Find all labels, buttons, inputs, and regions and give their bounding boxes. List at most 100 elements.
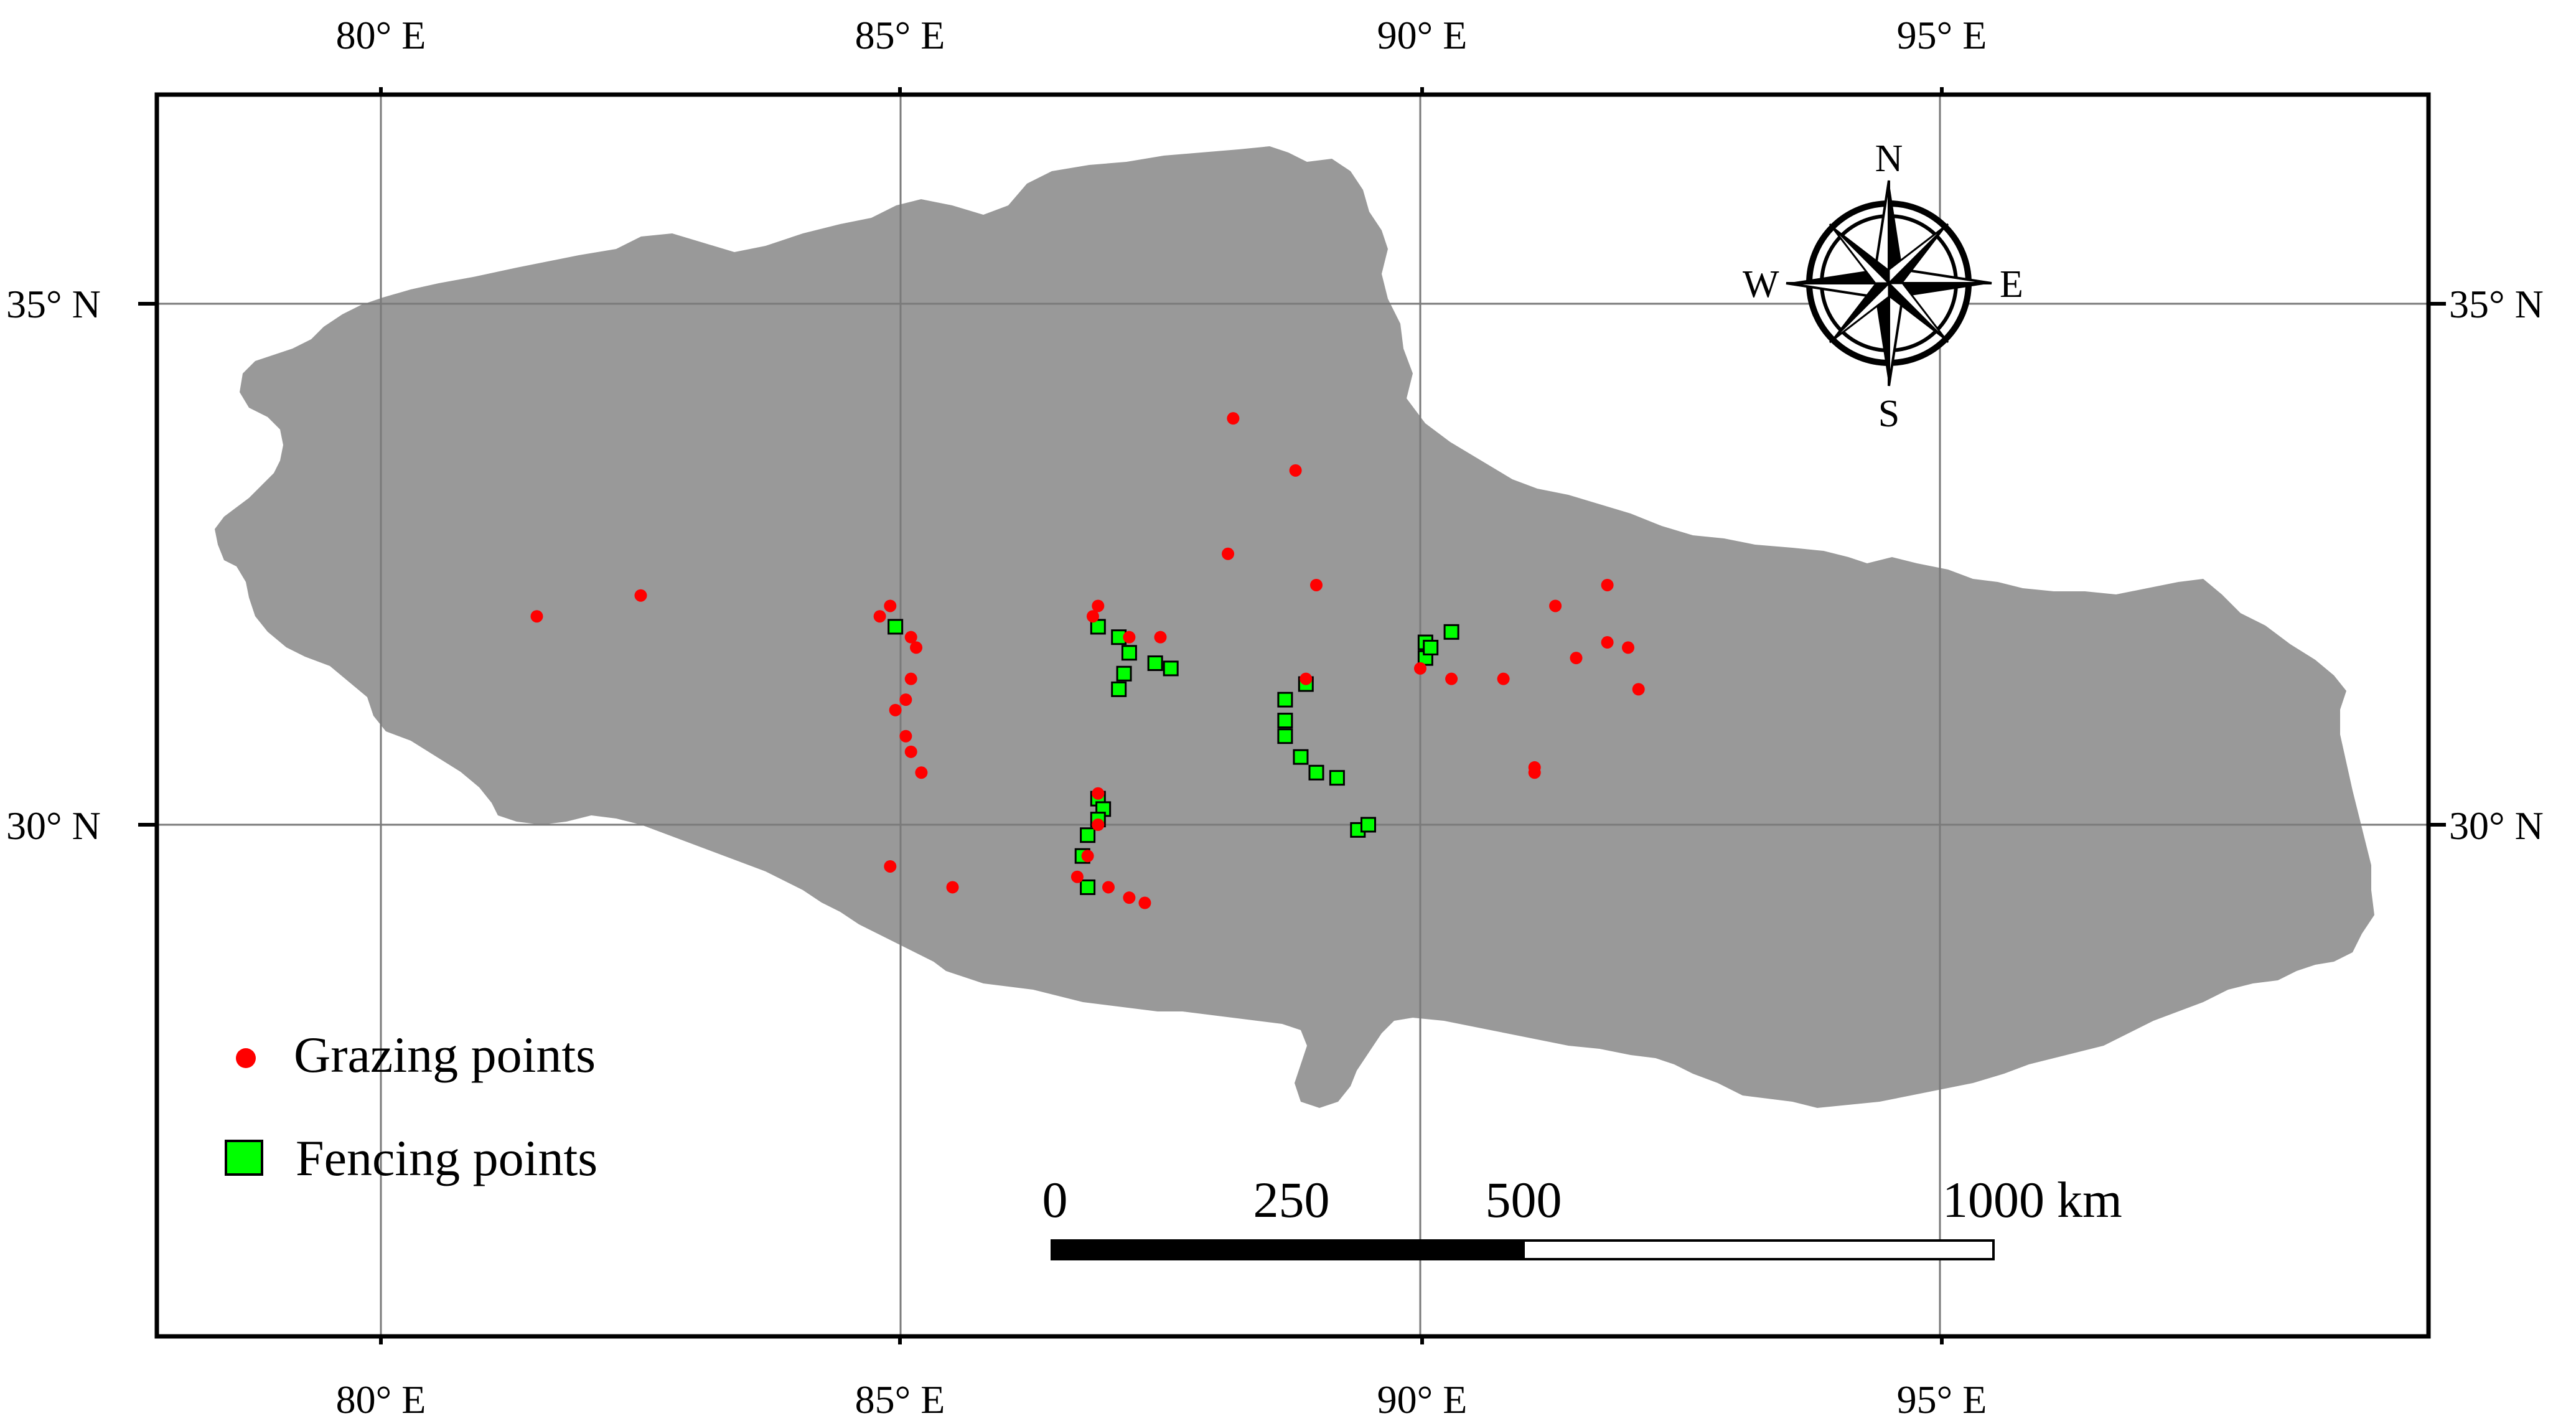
graticule <box>157 95 2428 1336</box>
right-lat-labels: 35° N 30° N <box>2449 282 2544 848</box>
left-lat-label: 35° N <box>6 282 101 326</box>
compass-s-label: S <box>1878 393 1899 435</box>
legend-grazing-label: Grazing points <box>294 1026 596 1083</box>
legend-fencing-label: Fencing points <box>296 1130 597 1186</box>
grazing-point <box>1300 672 1313 685</box>
grazing-point <box>889 703 902 716</box>
scale-unit-label: km <box>2057 1171 2122 1228</box>
grazing-point <box>899 729 912 743</box>
legend-grazing-marker <box>236 1048 256 1068</box>
grazing-point <box>1222 547 1235 560</box>
scale-bar-segment-1 <box>1051 1239 1525 1260</box>
compass-rose: N S E W <box>1743 138 2023 435</box>
fencing-point <box>1293 749 1309 765</box>
grazing-point <box>1570 652 1583 665</box>
grazing-point <box>1070 870 1084 883</box>
grazing-point <box>1497 672 1510 685</box>
compass-e-label: E <box>2000 263 2023 306</box>
fencing-point <box>1116 665 1132 682</box>
left-lat-label: 30° N <box>6 804 101 848</box>
grazing-point <box>873 610 886 623</box>
scale-tick-label: 250 <box>1253 1171 1330 1228</box>
grazing-point <box>1632 683 1645 696</box>
fencing-point <box>1111 681 1127 697</box>
fencing-point <box>1090 619 1106 635</box>
bottom-lon-label: 85° E <box>855 1377 945 1422</box>
fencing-point <box>1361 817 1376 833</box>
grazing-point <box>1092 787 1105 800</box>
top-lon-label: 85° E <box>855 13 945 57</box>
scale-bar-segment-2 <box>1522 1239 1995 1260</box>
grazing-point <box>1622 641 1634 654</box>
grazing-points <box>530 412 1645 909</box>
compass-star <box>1786 180 1992 387</box>
fencing-point <box>1080 879 1096 895</box>
map-border <box>154 92 2431 1339</box>
right-lat-label: 30° N <box>2449 804 2544 848</box>
fencing-point <box>888 619 904 635</box>
scale-tick-label: 0 <box>1042 1171 1068 1228</box>
fencing-point <box>1163 660 1179 677</box>
fencing-point <box>1277 692 1293 708</box>
fencing-point <box>1308 764 1324 781</box>
grazing-point <box>530 610 543 623</box>
bottom-lon-label: 90° E <box>1377 1377 1468 1422</box>
grazing-point <box>946 881 959 894</box>
legend-fencing-marker <box>225 1140 263 1176</box>
land-region <box>215 146 2374 1108</box>
top-lon-label: 90° E <box>1377 13 1468 57</box>
grazing-point <box>1528 761 1541 774</box>
top-lon-label: 95° E <box>1897 13 1987 57</box>
grazing-point <box>1081 850 1094 863</box>
grazing-point <box>904 745 917 758</box>
grazing-point <box>1138 896 1151 909</box>
grazing-point <box>915 766 928 779</box>
grazing-point <box>1414 662 1426 675</box>
grazing-point <box>1549 599 1562 612</box>
grazing-point <box>634 589 647 602</box>
fencing-points <box>888 619 1459 895</box>
grazing-point <box>1154 631 1167 644</box>
fencing-point <box>1423 639 1439 655</box>
left-lat-labels: 35° N 30° N <box>6 282 101 848</box>
grazing-point <box>884 599 897 612</box>
right-lat-label: 35° N <box>2449 282 2544 326</box>
grazing-point <box>1289 464 1302 477</box>
grazing-point <box>904 631 917 644</box>
grazing-point <box>1092 599 1105 612</box>
fencing-point <box>1121 645 1137 661</box>
grazing-point <box>1092 819 1105 831</box>
compass-n-label: N <box>1875 138 1903 180</box>
compass-w-label: W <box>1743 263 1779 306</box>
grazing-point <box>1227 412 1240 425</box>
grazing-point <box>1310 578 1323 591</box>
fencing-point <box>1329 770 1345 786</box>
fencing-point <box>1147 655 1163 672</box>
fencing-point <box>1277 713 1293 729</box>
grazing-point <box>1102 881 1115 894</box>
scale-tick-label: 1000 <box>1942 1171 2044 1228</box>
scale-tick-label: 500 <box>1486 1171 1562 1228</box>
grazing-point <box>1123 631 1136 644</box>
grazing-point <box>1086 610 1099 623</box>
bottom-lon-label: 80° E <box>336 1377 426 1422</box>
top-lon-label: 80° E <box>336 13 426 57</box>
grazing-point <box>899 693 912 706</box>
fencing-point <box>1443 624 1459 640</box>
grazing-point <box>1601 578 1614 591</box>
grazing-point <box>884 860 897 873</box>
fencing-point <box>1080 827 1096 843</box>
grazing-point <box>904 672 917 685</box>
legend: Grazing points Fencing points <box>225 1026 597 1186</box>
fencing-point <box>1277 728 1293 744</box>
scale-bar: 0 250 500 1000 km <box>1042 1171 2122 1260</box>
top-lon-labels: 80° E 85° E 90° E 95° E <box>336 13 1987 57</box>
grazing-point <box>1445 672 1458 685</box>
grazing-point <box>910 641 923 654</box>
bottom-lon-labels: 80° E 85° E 90° E 95° E <box>336 1377 1987 1422</box>
tick-marks <box>138 87 2446 1344</box>
bottom-lon-label: 95° E <box>1897 1377 1987 1422</box>
grazing-point <box>1123 891 1136 904</box>
grazing-point <box>1601 636 1614 649</box>
